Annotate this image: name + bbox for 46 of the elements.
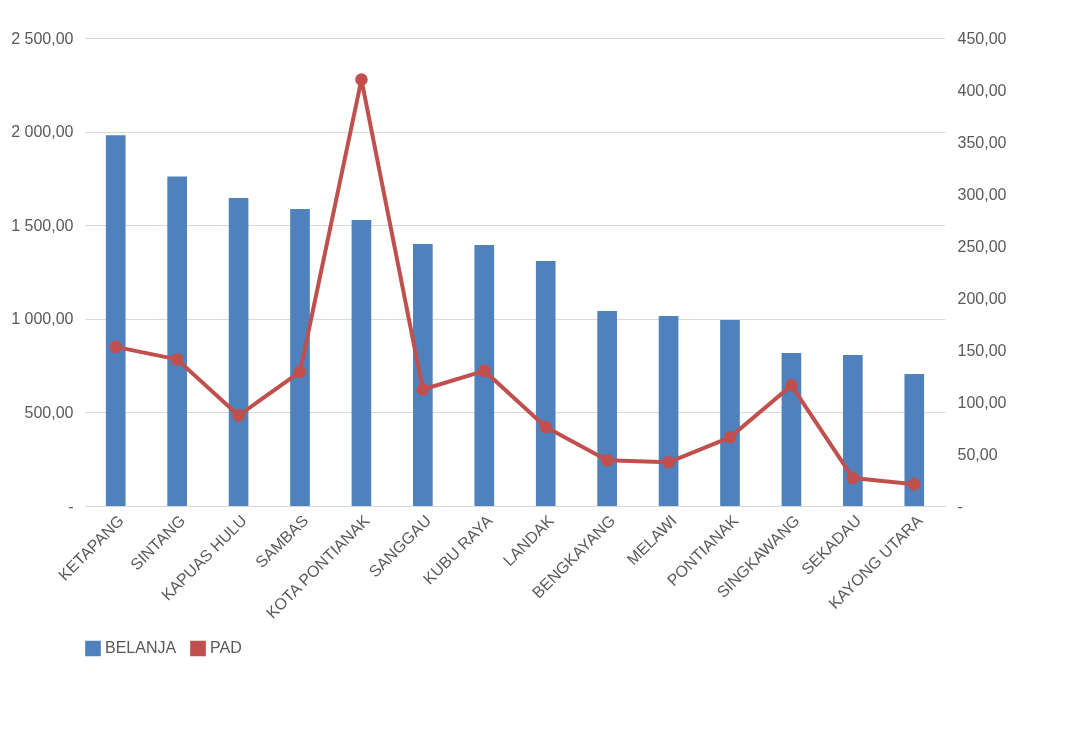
y2-tick-label: 100,00 <box>957 393 1007 411</box>
point <box>416 383 430 396</box>
bar <box>843 354 863 506</box>
point <box>170 353 184 366</box>
point <box>907 477 921 491</box>
bar <box>351 219 372 506</box>
bar <box>228 198 249 506</box>
point <box>232 409 245 422</box>
bar <box>904 374 925 506</box>
bar <box>167 176 187 506</box>
bar <box>535 260 556 506</box>
y2-tick-label: 50,00 <box>957 445 998 463</box>
point <box>723 431 737 444</box>
bar <box>413 243 433 506</box>
y2-tick-label: 150,00 <box>957 341 1007 359</box>
y2-tick-label: - <box>957 497 963 515</box>
y2-tick-label: 450,00 <box>957 29 1007 47</box>
y-tick-label: 500,00 <box>24 403 74 421</box>
legend-label: PAD <box>210 639 242 657</box>
y2-tick-label: 200,00 <box>957 289 1007 307</box>
point <box>846 471 860 485</box>
point <box>109 340 123 354</box>
bar <box>658 315 679 506</box>
point <box>600 453 614 467</box>
bar <box>474 245 495 506</box>
legend-label: BELANJA <box>105 639 177 657</box>
y-tick-label: 1 500,00 <box>11 216 74 234</box>
bar <box>105 135 126 506</box>
y-tick-label: 1 000,00 <box>11 310 74 328</box>
y2-tick-label: 300,00 <box>957 185 1007 203</box>
point <box>477 364 491 378</box>
y-tick-label: - <box>68 497 74 515</box>
point <box>355 73 368 86</box>
y2-tick-label: 250,00 <box>957 237 1007 255</box>
y-tick-label: 2 000,00 <box>11 123 74 141</box>
point <box>293 365 307 379</box>
bar <box>781 353 802 506</box>
bar <box>597 310 617 506</box>
y-tick-label: 2 500,00 <box>11 29 74 47</box>
point <box>662 456 675 469</box>
y2-tick-label: 350,00 <box>957 133 1007 151</box>
point <box>785 379 798 392</box>
bar <box>720 319 740 506</box>
bar <box>290 208 310 506</box>
point <box>539 420 553 434</box>
y2-tick-label: 400,00 <box>957 81 1007 99</box>
